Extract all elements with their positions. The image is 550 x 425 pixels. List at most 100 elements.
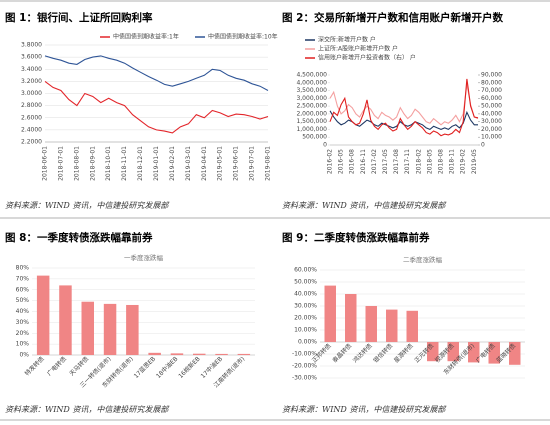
x-tick-label: 2016-02 (327, 149, 334, 174)
x-tick-label: 2018-09-01 (89, 146, 96, 181)
x-tick-label: 2019-02 (460, 149, 467, 174)
y2-tick-label: 60,000 (481, 95, 502, 102)
x-tick-label: 2019-05-01 (217, 146, 224, 181)
y-tick-label: 50% (16, 297, 30, 304)
source-note: 资料来源：WIND 资讯，中信建投研究发展部 (5, 201, 170, 210)
chart-title: 图 1：银行间、上证所回购利率 (5, 11, 153, 24)
y-tick-label: 3.6000 (21, 54, 42, 61)
y2-tick-label: 0 (481, 142, 485, 149)
legend-label: 中债国债到期收益率:1年 (113, 33, 179, 41)
y-tick-label: 3.8000 (21, 42, 42, 49)
legend-label: 上证所:A股账户新增开户数 户 (318, 45, 398, 53)
x-tick-label: 2018-06-01 (42, 146, 49, 181)
y-tick-label: 3.2000 (21, 78, 42, 85)
y-tick-label: 20% (16, 330, 30, 337)
series-line (329, 84, 479, 126)
x-tick-label: 2017-11 (404, 149, 411, 174)
y-tick-label: 2.4000 (21, 126, 42, 133)
bar (103, 303, 117, 355)
y2-tick-label: 20,000 (481, 126, 502, 133)
bar (170, 353, 184, 355)
y-tick-label: -20.00% (292, 363, 317, 370)
y-tick-label: 2,500,000 (296, 103, 327, 110)
series-line (329, 78, 479, 137)
x-tick-label: 2018-08-01 (73, 146, 80, 181)
legend-label: 信用账户新增开户投资者数（右） 户 (318, 54, 416, 62)
chart-subtitle: 一季度涨跌幅 (124, 253, 164, 262)
x-tick-label: 2019-05 (471, 149, 478, 174)
legend-label: 深交所:新增开户数 户 (318, 36, 376, 44)
x-tick-label: 2019-04-01 (201, 146, 208, 181)
y-tick-label: 10% (16, 341, 30, 348)
y-tick-label: 40.00% (294, 291, 317, 298)
x-tick-label: 2018-10-01 (105, 146, 112, 181)
x-tick-label: 2019-03-01 (185, 146, 192, 181)
y-tick-label: 2.6000 (21, 114, 42, 121)
y-tick-label: 3.0000 (21, 90, 42, 97)
y-tick-label: 60.00% (294, 267, 317, 274)
y-tick-label: -30.00% (292, 375, 317, 382)
bar (148, 352, 161, 355)
source-note: 资料来源：WIND 资讯，中信建投研究发展部 (282, 201, 447, 210)
bar (345, 294, 357, 342)
y-tick-label: 30% (16, 319, 30, 326)
y-tick-label: 70% (16, 275, 30, 282)
x-tick-label: 2019-02-01 (169, 146, 176, 181)
y2-tick-label: 10,000 (481, 134, 502, 141)
y2-tick-label: 80,000 (481, 79, 502, 86)
y-tick-label: 0% (19, 352, 29, 359)
chart-subtitle: 二季度涨跌幅 (403, 255, 443, 264)
y-tick-label: 80% (16, 265, 30, 272)
y-tick-label: 3,000,000 (296, 95, 327, 102)
source-note: 资料来源：WIND 资讯，中信建投研究发展部 (5, 405, 170, 414)
series-line (44, 80, 269, 134)
x-tick-label: 2017-08 (393, 149, 400, 174)
bar (386, 309, 398, 342)
legend-label: 中债国债到期收益率:10年 (208, 33, 278, 41)
y-tick-label: 500,000 (302, 134, 327, 141)
y-tick-label: 0.00% (298, 339, 317, 346)
y2-tick-label: 50,000 (481, 103, 502, 110)
x-tick-label: 2019-07-01 (249, 146, 256, 181)
chart-title: 图 8：一季度转债涨跌幅靠前券 (5, 231, 153, 244)
y-tick-label: 4,000,000 (296, 79, 327, 86)
y-tick-label: 30.00% (294, 303, 317, 310)
x-tick-label: 2018-11-01 (121, 146, 128, 181)
x-tick-label: 16皖新EB (177, 355, 202, 380)
x-tick-label: 2018-08 (438, 149, 445, 174)
bar (468, 342, 480, 363)
x-tick-label: 18中油EB (154, 355, 179, 380)
chart-title: 图 2：交易所新增开户数和信用账户新增开户数 (282, 11, 503, 24)
x-tick-label: 鸿达转债 (351, 342, 374, 365)
y2-tick-label: 90,000 (481, 72, 502, 79)
y2-tick-label: 30,000 (481, 118, 502, 125)
x-tick-label: 2018-11 (449, 149, 456, 174)
y-tick-label: -10.00% (292, 351, 317, 358)
bar (509, 342, 521, 365)
series-line (44, 55, 269, 91)
y-tick-label: 4,500,000 (296, 72, 327, 79)
bar (488, 342, 500, 364)
x-tick-label: 2018-12-01 (137, 146, 144, 181)
x-tick-label: 2018-05 (426, 149, 433, 174)
y2-tick-label: 40,000 (481, 110, 502, 117)
x-tick-label: 2019-08-01 (265, 146, 272, 181)
y-tick-label: 50.00% (294, 279, 317, 286)
bar (126, 304, 139, 355)
y-tick-label: 3.4000 (21, 66, 42, 73)
bar (447, 342, 459, 362)
y-tick-label: 20.00% (294, 315, 317, 322)
x-tick-label: 星源转债 (392, 342, 415, 365)
y-tick-label: 40% (16, 308, 30, 315)
y-tick-label: 3,500,000 (296, 87, 327, 94)
x-tick-label: 2019-01-01 (153, 146, 160, 181)
x-tick-label: 17蓝思EB (132, 355, 157, 380)
source-note: 资料来源：WIND 资讯，中信建投研究发展部 (282, 405, 447, 414)
x-tick-label: 广电转债 (45, 355, 68, 378)
bar (406, 310, 418, 342)
y-tick-label: 1,000,000 (296, 126, 327, 133)
bar (215, 353, 228, 355)
bar (324, 285, 336, 342)
x-tick-label: 2018-07-01 (57, 146, 64, 181)
x-tick-label: 天马转债 (68, 355, 91, 378)
